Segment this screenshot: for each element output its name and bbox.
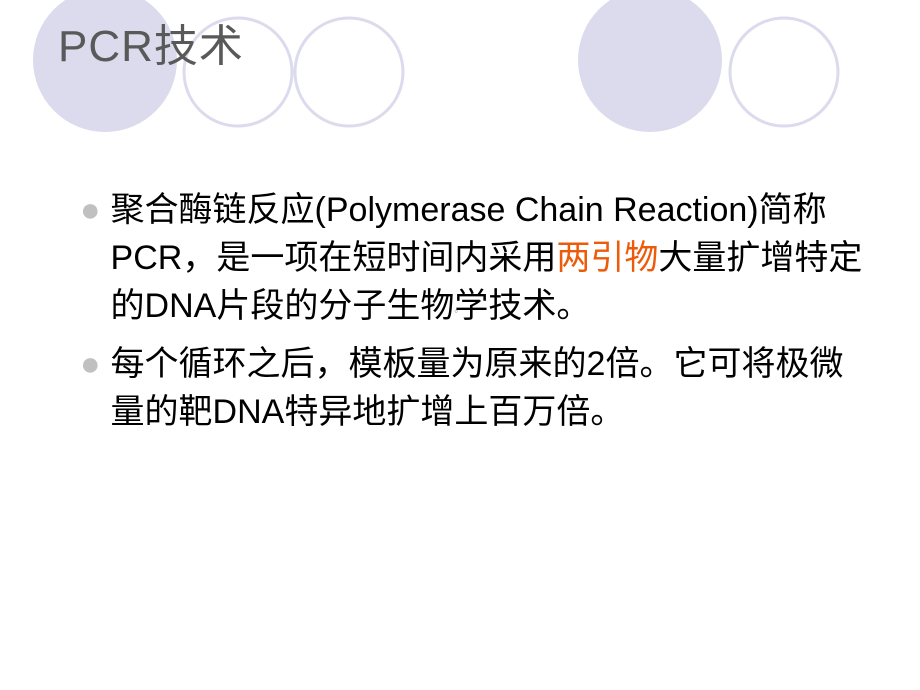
bullet-text: 每个循环之后，模板量为原来的2倍。它可将极微量的靶DNA特异地扩增上百万倍。	[111, 340, 870, 436]
decor-circle	[295, 18, 403, 126]
bullet-item: ●聚合酶链反应(Polymerase Chain Reaction)简称PCR，…	[80, 186, 870, 330]
bullet-text: 聚合酶链反应(Polymerase Chain Reaction)简称PCR，是…	[111, 186, 870, 330]
bullet-icon: ●	[80, 186, 101, 234]
slide-title: PCR技术	[58, 10, 244, 74]
text-segment: 两引物	[556, 239, 658, 277]
decor-circle	[578, 0, 722, 132]
bullet-icon: ●	[80, 340, 101, 388]
slide-content: ●聚合酶链反应(Polymerase Chain Reaction)简称PCR，…	[80, 186, 870, 446]
text-segment: 每个循环之后，模板量为原来的2倍。它可将极微量的靶DNA特异地扩增上百万倍。	[111, 345, 844, 431]
decor-circle	[730, 18, 838, 126]
center-mark: ◦	[454, 304, 466, 316]
bullet-item: ●每个循环之后，模板量为原来的2倍。它可将极微量的靶DNA特异地扩增上百万倍。	[80, 340, 870, 436]
